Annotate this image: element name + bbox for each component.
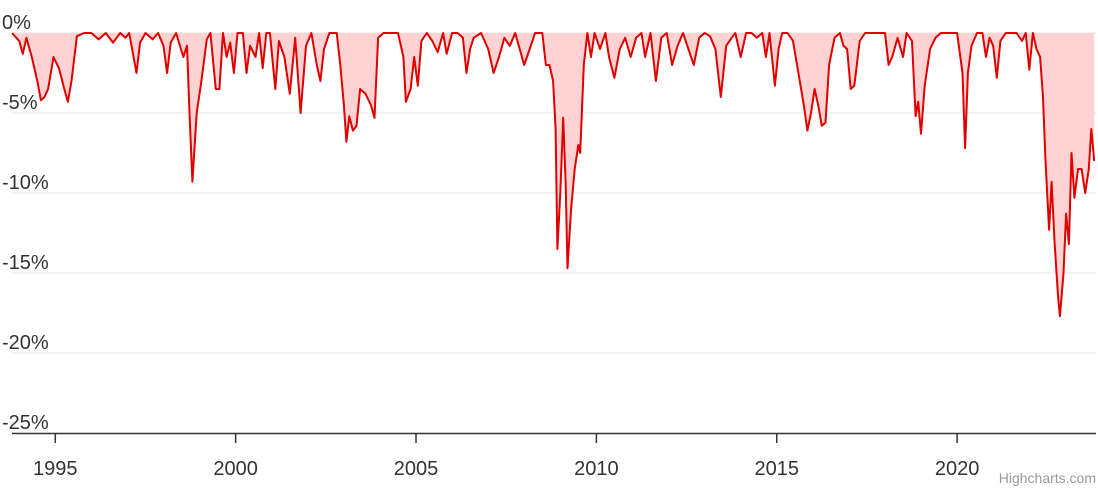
x-tick-label: 2000 bbox=[213, 458, 258, 480]
x-axis-labels: 1995 2000 2005 2010 2015 2020 bbox=[33, 458, 979, 480]
y-tick-label: -5% bbox=[2, 92, 38, 114]
y-axis-labels: 0% -5% -10% -15% -20% -25% bbox=[2, 12, 49, 434]
y-tick-label: -25% bbox=[2, 412, 49, 434]
x-tick-label: 2015 bbox=[755, 458, 800, 480]
series-line bbox=[11, 32, 1096, 318]
y-tick-label: 0% bbox=[2, 12, 31, 34]
highcharts-credit-link[interactable]: Highcharts.com bbox=[998, 470, 1096, 486]
series-area-fill bbox=[12, 33, 1095, 317]
x-tick-label: 2020 bbox=[935, 458, 980, 480]
x-axis bbox=[12, 432, 1096, 443]
x-tick-label: 2005 bbox=[394, 458, 439, 480]
y-tick-label: -10% bbox=[2, 172, 49, 194]
series-area bbox=[11, 32, 1096, 318]
y-tick-label: -15% bbox=[2, 252, 49, 274]
x-tick-label: 2010 bbox=[574, 458, 619, 480]
y-tick-label: -20% bbox=[2, 332, 49, 354]
x-tick-label: 1995 bbox=[33, 458, 78, 480]
